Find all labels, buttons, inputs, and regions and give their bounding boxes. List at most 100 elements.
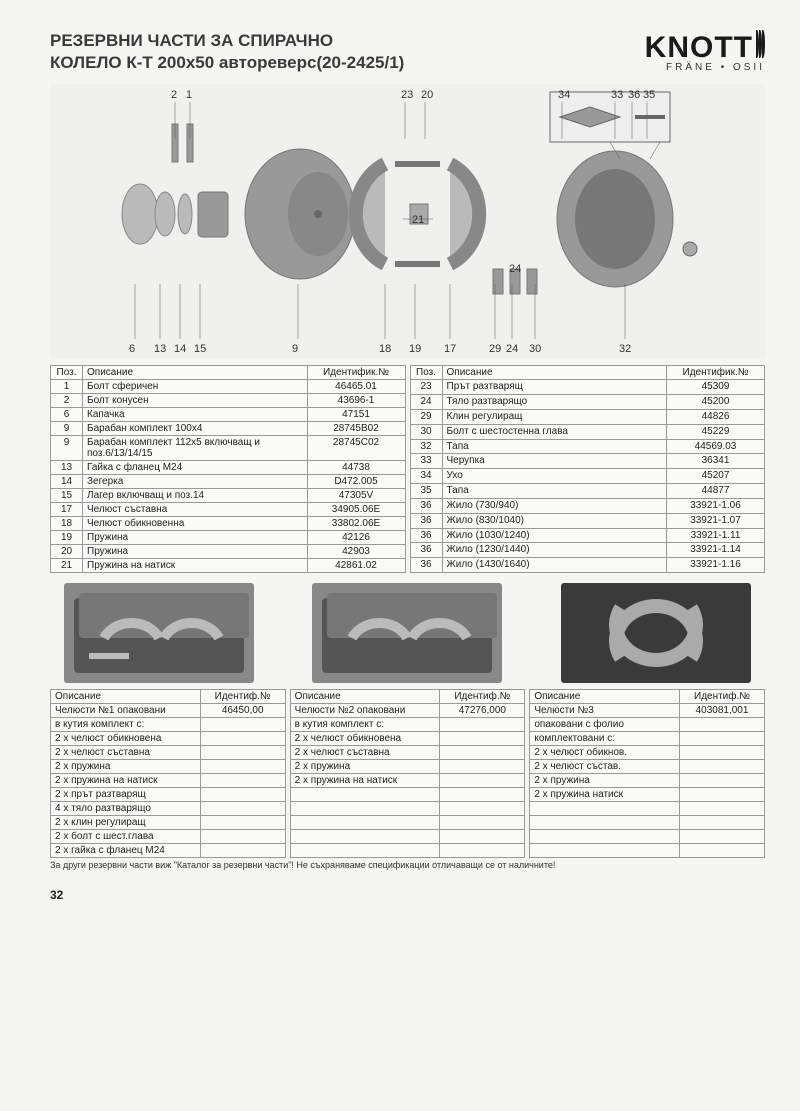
cell-id: 36341 <box>667 454 765 469</box>
kit-title: Челюсти №2 опаковани <box>290 704 440 718</box>
table-row: 2Болт конусен43696-1 <box>51 394 406 408</box>
kit-hdr-id: Идентиф.№ <box>200 690 285 704</box>
callout-num: 30 <box>529 343 541 355</box>
table-row: 1Болт сферичен46465.01 <box>51 380 406 394</box>
kit-images-row <box>50 583 765 683</box>
cell-id: 33921-1.14 <box>667 543 765 558</box>
table-row: 15Лагер включващ и поз.1447305V <box>51 489 406 503</box>
cell-desc: Барабан комплект 100x4 <box>83 422 308 436</box>
hdr-pos: Поз. <box>410 366 442 380</box>
cell-desc: Барабан комплект 112x5 включващ и поз.6/… <box>83 436 308 461</box>
footnote: За други резервни части виж "Каталог за … <box>50 860 765 870</box>
cell-id: 44877 <box>667 484 765 499</box>
kits-tables: ОписаниеИдентиф.№Челюсти №1 опаковани464… <box>50 689 765 858</box>
kit-empty-row <box>290 844 525 858</box>
parts-table-left: Поз. Описание Идентифик.№ 1Болт сферичен… <box>50 365 406 573</box>
table-row: 9Барабан комплект 112x5 включващ и поз.6… <box>51 436 406 461</box>
logo-parens-icon <box>756 30 765 66</box>
table-row: 36Жило (1230/1440)33921-1.14 <box>410 543 765 558</box>
table-row: 36Жило (730/940)33921-1.06 <box>410 498 765 513</box>
cell-id: 45207 <box>667 469 765 484</box>
callout-num: 9 <box>292 343 298 355</box>
cell-desc: Болт конусен <box>83 394 308 408</box>
cell-desc: Тапа <box>442 439 667 454</box>
kit-empty <box>290 802 440 816</box>
cell-id: 33921-1.06 <box>667 498 765 513</box>
table-row: 19Пружина42126 <box>51 531 406 545</box>
cell-pos: 9 <box>51 422 83 436</box>
table-row: 9Барабан комплект 100x428745B02 <box>51 422 406 436</box>
cell-desc: Болт с шестостенна глава <box>442 424 667 439</box>
cell-pos: 32 <box>410 439 442 454</box>
kit-line: опаковани с фолио <box>530 718 680 732</box>
kit-line: 2 x челюст съставна <box>51 746 201 760</box>
hdr-id: Идентифик.№ <box>307 366 405 380</box>
kit-title-row: Челюсти №1 опаковани46450,00 <box>51 704 286 718</box>
callout-num: 15 <box>194 343 206 355</box>
cell-id: 33802.06E <box>307 517 405 531</box>
kit-empty <box>680 830 765 844</box>
callout-num: 24 <box>509 263 521 275</box>
cell-desc: Жило (730/940) <box>442 498 667 513</box>
kit-title-row: Челюсти №3403081,001 <box>530 704 765 718</box>
kit-empty <box>290 844 440 858</box>
table-row: 23Прът разтварящ45309 <box>410 380 765 395</box>
kit-hdr-desc: Описание <box>290 690 440 704</box>
kit-empty <box>530 844 680 858</box>
cell-desc: Болт сферичен <box>83 380 308 394</box>
cell-id: 43696-1 <box>307 394 405 408</box>
cell-desc: Жило (1230/1440) <box>442 543 667 558</box>
cell-id: 46465.01 <box>307 380 405 394</box>
kit-line: 2 x челюст съставна <box>290 746 440 760</box>
callout-num: 6 <box>129 343 135 355</box>
kit-line-row: 2 x клин регулиращ <box>51 816 286 830</box>
kit-hdr-id: Идентиф.№ <box>680 690 765 704</box>
cell-pos: 1 <box>51 380 83 394</box>
cell-id: 47151 <box>307 408 405 422</box>
kit-line-blank <box>680 760 765 774</box>
kit-line-blank <box>200 830 285 844</box>
diagram-svg: 21232034333635 6131415918191729243032 21… <box>50 84 765 359</box>
kit-line-row: 4 x тяло разтварящо <box>51 802 286 816</box>
kit-line-row: 2 x гайка с фланец M24 <box>51 844 286 858</box>
kit-line-row: 2 x челюст състав. <box>530 760 765 774</box>
cell-desc: Клин регулиращ <box>442 409 667 424</box>
cell-desc: Тяло разтварящо <box>442 395 667 410</box>
table-row: 14ЗегеркаD472.005 <box>51 475 406 489</box>
table-row: 30Болт с шестостенна глава45229 <box>410 424 765 439</box>
callouts-bottom: 6131415918191729243032 <box>129 284 631 355</box>
cell-id: D472.005 <box>307 475 405 489</box>
cell-desc: Челюст обикновенна <box>83 517 308 531</box>
cell-id: 34905.06E <box>307 503 405 517</box>
kit-line-blank <box>680 788 765 802</box>
kit-empty-row <box>290 830 525 844</box>
cell-id: 45229 <box>667 424 765 439</box>
kit-empty <box>440 816 525 830</box>
cell-desc: Черупка <box>442 454 667 469</box>
cell-pos: 36 <box>410 513 442 528</box>
kit-line-blank <box>200 802 285 816</box>
cell-id: 47305V <box>307 489 405 503</box>
cell-pos: 24 <box>410 395 442 410</box>
kit-id: 46450,00 <box>200 704 285 718</box>
table-row: 36Жило (1030/1240)33921-1.11 <box>410 528 765 543</box>
kit-hdr-id: Идентиф.№ <box>440 690 525 704</box>
cell-desc: Пружина на натиск <box>83 559 308 573</box>
cell-id: 45200 <box>667 395 765 410</box>
kit-line-blank <box>200 746 285 760</box>
kit-line-blank <box>680 732 765 746</box>
kit-line-row: 2 x пружина <box>290 760 525 774</box>
kit-image-1 <box>64 583 254 683</box>
cell-desc: Гайка с фланец M24 <box>83 461 308 475</box>
kit-empty <box>530 830 680 844</box>
kit-empty <box>290 830 440 844</box>
kit-table: ОписаниеИдентиф.№Челюсти №3403081,001опа… <box>529 689 765 858</box>
kit-line: 4 x тяло разтварящо <box>51 802 201 816</box>
cell-id: 44826 <box>667 409 765 424</box>
hdr-id: Идентифик.№ <box>667 366 765 380</box>
hdr-pos: Поз. <box>51 366 83 380</box>
kit-line-row: 2 x прът разтварящ <box>51 788 286 802</box>
kit-line-blank <box>200 732 285 746</box>
kit-line: 2 x пружина <box>51 760 201 774</box>
cell-pos: 34 <box>410 469 442 484</box>
